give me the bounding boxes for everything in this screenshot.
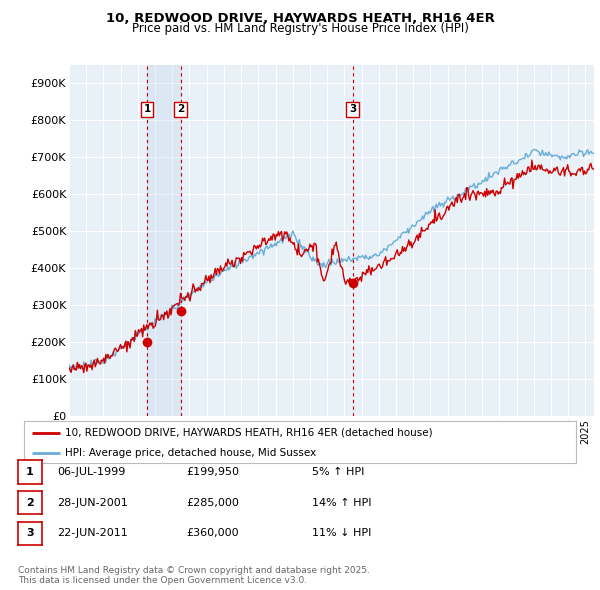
Text: Price paid vs. HM Land Registry's House Price Index (HPI): Price paid vs. HM Land Registry's House … — [131, 22, 469, 35]
Text: £360,000: £360,000 — [186, 529, 239, 538]
Bar — [147, 65, 181, 416]
Text: Contains HM Land Registry data © Crown copyright and database right 2025.
This d: Contains HM Land Registry data © Crown c… — [18, 566, 370, 585]
Text: 06-JUL-1999: 06-JUL-1999 — [57, 467, 125, 477]
Text: 10, REDWOOD DRIVE, HAYWARDS HEATH, RH16 4ER: 10, REDWOOD DRIVE, HAYWARDS HEATH, RH16 … — [106, 12, 494, 25]
Text: 1: 1 — [143, 104, 151, 114]
Text: 28-JUN-2001: 28-JUN-2001 — [57, 498, 128, 507]
Text: 1: 1 — [26, 467, 34, 477]
Text: 10, REDWOOD DRIVE, HAYWARDS HEATH, RH16 4ER (detached house): 10, REDWOOD DRIVE, HAYWARDS HEATH, RH16 … — [65, 428, 433, 438]
Text: 3: 3 — [349, 104, 356, 114]
Text: £285,000: £285,000 — [186, 498, 239, 507]
Text: 2: 2 — [26, 498, 34, 507]
Text: 14% ↑ HPI: 14% ↑ HPI — [312, 498, 371, 507]
Text: 11% ↓ HPI: 11% ↓ HPI — [312, 529, 371, 538]
Text: 5% ↑ HPI: 5% ↑ HPI — [312, 467, 364, 477]
Text: 3: 3 — [26, 529, 34, 538]
Text: HPI: Average price, detached house, Mid Sussex: HPI: Average price, detached house, Mid … — [65, 448, 317, 457]
Text: 22-JUN-2011: 22-JUN-2011 — [57, 529, 128, 538]
Text: £199,950: £199,950 — [186, 467, 239, 477]
Text: 2: 2 — [177, 104, 184, 114]
